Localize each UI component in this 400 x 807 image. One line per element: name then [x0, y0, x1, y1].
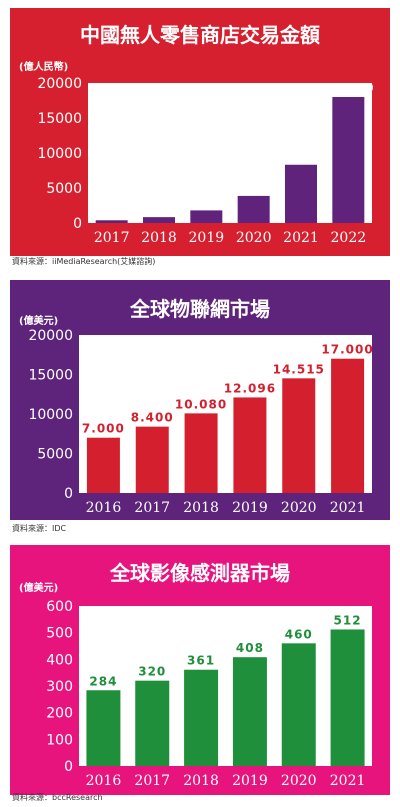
y-tick-label: 10000	[28, 407, 73, 423]
bar-2022	[332, 97, 365, 223]
y-axis-label: (億美元)	[19, 314, 58, 327]
data-label: 512	[334, 613, 362, 627]
bar-2020	[281, 643, 316, 766]
x-tick-label: 2020	[281, 500, 317, 516]
data-label: 17.000	[321, 343, 373, 357]
y-tick-label: 10000	[37, 146, 82, 162]
y-tick-label: 0	[73, 216, 82, 232]
x-tick-label: 2016	[86, 773, 122, 789]
y-tick-label: 500	[46, 626, 73, 642]
y-tick-label: 15000	[37, 111, 82, 127]
x-tick-label: 2017	[134, 500, 170, 516]
x-tick-label: 2021	[330, 773, 366, 789]
data-label: 12.096	[224, 381, 276, 395]
data-label: 389	[98, 204, 126, 218]
x-tick-label: 2019	[189, 230, 225, 246]
source-note: 資料來源：bccResearch	[12, 792, 103, 802]
y-tick-label: 20000	[28, 328, 73, 344]
y-tick-label: 5000	[37, 447, 73, 463]
y-tick-label: 200	[46, 706, 73, 722]
y-axis-label: (億人民幣)	[19, 60, 68, 73]
x-tick-label: 2017	[134, 773, 170, 789]
data-label: 1.800	[185, 194, 228, 208]
bar-2020	[282, 378, 316, 493]
x-tick-label: 2021	[283, 230, 319, 246]
x-tick-label: 2018	[141, 230, 177, 246]
x-tick-label: 2019	[232, 500, 268, 516]
y-tick-label: 100	[46, 732, 73, 748]
y-tick-label: 600	[46, 599, 73, 615]
bar-2021	[285, 164, 317, 223]
plot-area	[88, 83, 372, 223]
chart-panel-2: 全球物聯網市場 (億美元) 0 5000 10000 15000 20000 7.000 201…	[10, 280, 390, 533]
bar-2018	[143, 217, 175, 223]
bar-2018	[184, 413, 218, 493]
data-label: 18.000	[322, 81, 374, 95]
y-tick-label: 20000	[37, 76, 82, 92]
x-tick-label: 2019	[232, 773, 268, 789]
bar-2020	[237, 195, 270, 223]
x-tick-label: 2022	[331, 230, 367, 246]
x-tick-label: 2021	[330, 500, 366, 516]
bar-2019	[232, 657, 267, 766]
chart-panel-1: 中國無人零售商店交易金額 (億人民幣) 0 5000 10000 15000 20000 38…	[10, 8, 390, 266]
x-tick-label: 2020	[281, 773, 317, 789]
y-tick-label: 0	[64, 486, 73, 502]
plot-area	[79, 335, 372, 493]
y-tick-label: 15000	[28, 368, 73, 384]
data-label: 408	[236, 641, 264, 655]
bar-2018	[184, 669, 219, 766]
data-label: 7.000	[82, 422, 125, 436]
y-tick-label: 5000	[46, 181, 82, 197]
bar-2021	[330, 629, 365, 766]
bar-2019	[233, 397, 267, 493]
bar-2017	[135, 426, 169, 493]
y-axis-label: (億美元)	[19, 581, 58, 594]
data-label: 320	[138, 665, 166, 679]
bar-2021	[331, 358, 365, 493]
data-label: 10.080	[175, 397, 227, 411]
y-tick-label: 0	[64, 759, 73, 775]
bar-2017	[135, 680, 170, 766]
chart-title: 中國無人零售商店交易金額	[80, 23, 320, 47]
data-label: 460	[285, 627, 313, 641]
x-tick-label: 2017	[94, 230, 130, 246]
chart-title: 全球影像感測器市場	[109, 561, 290, 585]
chart-panel-3: 全球影像感測器市場 (億美元) 0 100 200 300 400 500 600 284 2016…	[10, 545, 390, 802]
source-note: 資料來源：iiMediaResearch(艾媒諮詢)	[12, 256, 155, 266]
x-tick-label: 2016	[86, 500, 122, 516]
y-tick-label: 300	[46, 679, 73, 695]
data-label: 284	[89, 674, 117, 688]
plot-area	[79, 606, 372, 766]
chart-title: 全球物聯網市場	[129, 297, 270, 321]
source-note: 資料來源：IDC	[12, 523, 67, 533]
x-tick-label: 2018	[183, 500, 219, 516]
bar-2017	[95, 220, 128, 223]
bar-2016	[86, 690, 121, 766]
x-tick-label: 2018	[183, 773, 219, 789]
data-label: 361	[187, 654, 215, 668]
data-label: 8.321	[280, 149, 323, 163]
bar-2019	[190, 210, 223, 223]
data-label: 14.515	[273, 362, 325, 376]
bar-2016	[86, 437, 120, 493]
data-label: 837	[145, 201, 173, 215]
data-label: 3.870	[232, 180, 275, 194]
x-tick-label: 2020	[236, 230, 272, 246]
data-label: 8.400	[131, 411, 174, 425]
y-tick-label: 400	[46, 652, 73, 668]
